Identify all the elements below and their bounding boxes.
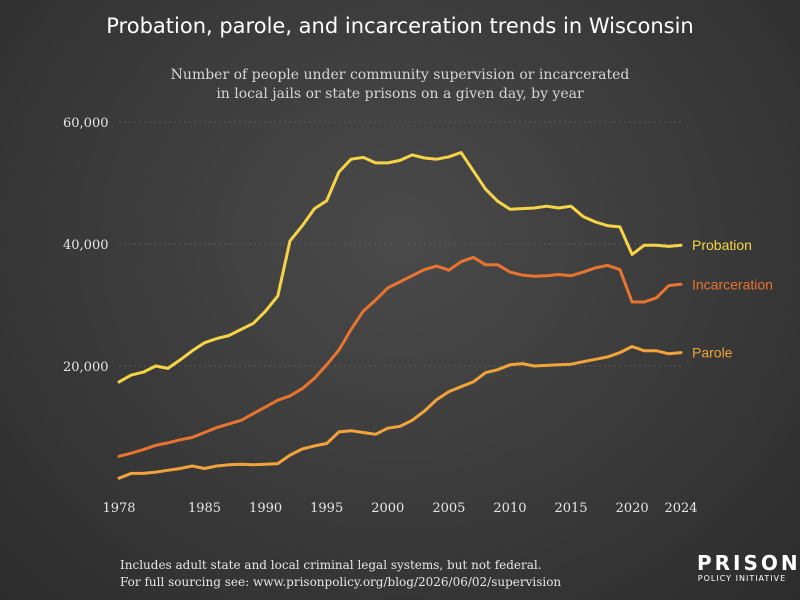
x-tick-label: 1995 (310, 501, 343, 516)
subtitle-line: in local jails or state prisons on a giv… (216, 86, 584, 102)
subtitle-line: Number of people under community supervi… (170, 67, 630, 83)
x-tick-label: 2000 (371, 501, 404, 516)
y-tick-label: 60,000 (63, 116, 109, 131)
footer-line: For full sourcing see: www.prisonpolicy.… (120, 575, 562, 589)
logo-main-text: PRISON (697, 551, 800, 575)
y-tick-label: 40,000 (63, 238, 109, 253)
x-tick-label: 1985 (188, 501, 221, 516)
x-tick-label: 1990 (249, 501, 282, 516)
prison-policy-logo: PRISON POLICY INITIATIVE (697, 551, 800, 584)
series-line-parole (117, 345, 683, 480)
footer-line: Includes adult state and local criminal … (120, 558, 542, 572)
x-tick-label: 2015 (554, 501, 587, 516)
chart-title: Probation, parole, and incarceration tre… (106, 14, 694, 38)
y-tick-label: 20,000 (63, 360, 109, 375)
series-line-probation (117, 151, 683, 384)
series-label-incarceration: Incarceration (692, 276, 773, 292)
chart-subtitle: Number of people under community supervi… (150, 66, 650, 104)
x-tick-label: 2005 (432, 501, 465, 516)
x-tick-label: 1978 (102, 501, 135, 516)
source-note: Includes adult state and local criminal … (120, 557, 600, 591)
series-label-parole: Parole (692, 345, 733, 361)
x-tick-label: 2010 (493, 501, 526, 516)
series-label-probation: Probation (692, 237, 752, 253)
x-tick-label: 2024 (664, 501, 697, 516)
series-line-incarceration (117, 255, 683, 458)
x-tick-label: 2020 (616, 501, 649, 516)
logo-sub-text: POLICY INITIATIVE (697, 574, 787, 583)
